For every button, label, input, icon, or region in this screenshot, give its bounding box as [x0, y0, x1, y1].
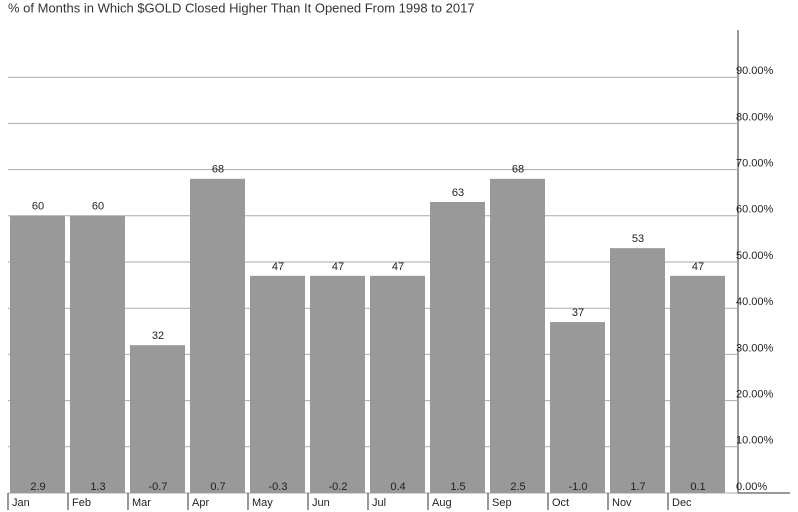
x-tick-label: May: [252, 497, 273, 509]
bottom-label: 2.9: [30, 481, 45, 493]
bottom-label: -1.0: [569, 481, 588, 493]
bottom-label: -0.3: [269, 481, 288, 493]
value-label: 47: [332, 261, 344, 273]
bottom-label: 1.5: [450, 481, 465, 493]
y-tick-label: 80.00%: [736, 111, 774, 123]
y-tick-label: 50.00%: [736, 250, 774, 262]
x-tick-label: Mar: [132, 497, 151, 509]
bottom-label: 2.5: [510, 481, 525, 493]
x-tick-label: Dec: [672, 497, 692, 509]
x-tick-label: Oct: [552, 497, 569, 509]
value-label: 60: [92, 201, 104, 213]
bar: [310, 275, 365, 493]
x-tick-label: Sep: [492, 497, 512, 509]
x-tick-label: Feb: [72, 497, 91, 509]
bar: [370, 275, 425, 493]
bottom-label: 0.7: [210, 481, 225, 493]
bottom-label: -0.2: [329, 481, 348, 493]
value-label: 47: [272, 261, 284, 273]
value-label: 68: [512, 164, 524, 176]
value-label: 60: [32, 201, 44, 213]
value-label: 63: [452, 187, 464, 199]
bar: [430, 201, 485, 493]
x-tick-label: Apr: [192, 497, 209, 509]
bar: [70, 215, 125, 494]
x-tick-label: Jan: [12, 497, 30, 509]
bottom-label: 1.3: [90, 481, 105, 493]
bar: [130, 345, 185, 493]
value-label: 68: [212, 164, 224, 176]
value-label: 32: [152, 330, 164, 342]
bar: [490, 178, 545, 493]
bottom-label: -0.7: [149, 481, 168, 493]
y-tick-label: 40.00%: [736, 296, 774, 308]
bar: [670, 275, 725, 493]
bottom-label: 1.7: [630, 481, 645, 493]
bar: [190, 178, 245, 493]
y-tick-label: 10.00%: [736, 435, 774, 447]
value-label: 53: [632, 233, 644, 245]
x-tick-label: Jul: [372, 497, 386, 509]
bar: [250, 275, 305, 493]
value-label: 47: [692, 261, 704, 273]
y-tick-label: 30.00%: [736, 342, 774, 354]
y-tick-label: 70.00%: [736, 158, 774, 170]
bar: [610, 248, 665, 493]
x-tick-label: Aug: [432, 497, 452, 509]
value-label: 37: [572, 307, 584, 319]
chart-title: % of Months in Which $GOLD Closed Higher…: [8, 0, 475, 15]
bottom-label: 0.4: [390, 481, 405, 493]
x-tick-label: Jun: [312, 497, 330, 509]
bottom-label: 0.1: [690, 481, 705, 493]
x-tick-label: Nov: [612, 497, 632, 509]
bar: [10, 215, 65, 494]
y-tick-label: 0.00%: [736, 481, 767, 493]
y-tick-label: 90.00%: [736, 65, 774, 77]
value-label: 47: [392, 261, 404, 273]
y-tick-label: 60.00%: [736, 204, 774, 216]
y-tick-label: 20.00%: [736, 389, 774, 401]
bar: [550, 322, 605, 493]
